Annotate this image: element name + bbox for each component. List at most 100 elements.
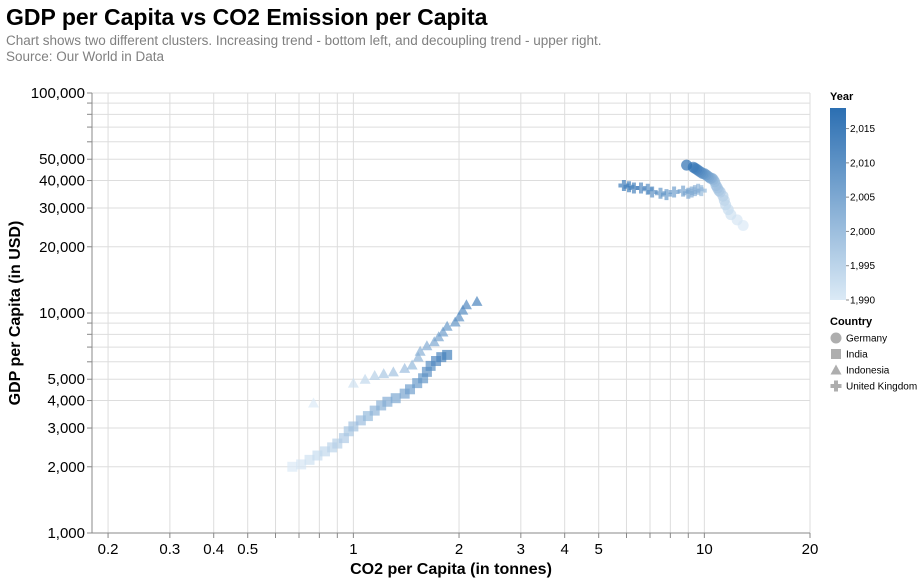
point-india <box>442 349 453 360</box>
point-india <box>338 433 349 444</box>
legend-year-label: 2,010 <box>850 158 875 169</box>
chart-subtitle-line-2: Source: Our World in Data <box>6 49 165 64</box>
legend-year-label: 2,015 <box>850 124 875 135</box>
point-indonesia <box>412 351 424 362</box>
point-india <box>348 421 359 432</box>
x-tick-label: 5 <box>595 541 603 558</box>
point-indonesia <box>387 366 399 377</box>
point-indonesia <box>347 377 359 388</box>
x-axis-title: CO2 per Capita (in tonnes) <box>350 561 552 578</box>
legend-label-india: India <box>846 350 868 361</box>
y-axis-title: GDP per Capita (in USD) <box>7 221 24 406</box>
point-indonesia <box>406 359 418 370</box>
chart-title: GDP per Capita vs CO2 Emission per Capit… <box>6 4 488 30</box>
point-indonesia <box>428 336 440 347</box>
legend-symbol-united-kingdom <box>830 380 842 392</box>
legend-symbol-india <box>831 349 841 359</box>
point-indonesia <box>308 397 320 408</box>
point-indonesia <box>399 362 411 373</box>
y-tick-label: 5,000 <box>47 371 85 388</box>
legend-symbol-germany <box>830 332 842 344</box>
point-united-kingdom <box>654 187 666 199</box>
point-indonesia <box>453 311 465 322</box>
point-indonesia <box>369 369 381 380</box>
point-india <box>296 459 307 470</box>
x-tick-label: 1 <box>349 541 357 558</box>
legend: Year 2,015 2,010 2,005 2,000 1,995 1,990 Coun… <box>830 91 917 393</box>
chart-subtitle-line-1: Chart shows two different clusters. Incr… <box>6 33 602 48</box>
y-tick-label: 2,000 <box>47 459 85 476</box>
year-color-gradient <box>830 108 846 300</box>
point-india <box>327 442 338 453</box>
x-tick-label: 10 <box>696 541 713 558</box>
x-tick-label: 0.2 <box>98 541 119 558</box>
y-tick-label: 30,000 <box>39 200 85 217</box>
x-tick-label: 2 <box>455 541 463 558</box>
point-india <box>405 384 416 395</box>
point-india <box>355 415 366 426</box>
point-india <box>390 393 401 404</box>
point-india <box>421 366 432 377</box>
legend-year-label: 1,995 <box>850 261 875 272</box>
point-india <box>287 461 298 472</box>
point-germany <box>681 159 693 171</box>
point-india <box>312 450 323 461</box>
legend-country-title: Country <box>830 316 873 328</box>
point-united-kingdom <box>660 189 672 201</box>
point-india <box>431 356 442 367</box>
legend-year-title: Year <box>830 91 854 103</box>
legend-symbol-indonesia <box>830 364 842 375</box>
x-tick-label: 4 <box>561 541 569 558</box>
point-united-kingdom <box>642 183 654 195</box>
point-india <box>412 378 423 389</box>
y-tick-label: 40,000 <box>39 173 85 190</box>
x-tick-label: 0.3 <box>159 541 180 558</box>
point-indonesia <box>421 340 433 351</box>
y-tick-label: 50,000 <box>39 151 85 168</box>
point-united-kingdom <box>682 187 694 199</box>
point-indonesia <box>460 299 472 310</box>
x-tick-label: 20 <box>802 541 819 558</box>
point-indonesia <box>457 304 469 315</box>
point-indonesia <box>449 316 461 327</box>
point-india <box>362 411 373 422</box>
point-indonesia <box>471 295 483 306</box>
x-tick-label: 0.5 <box>237 541 258 558</box>
point-united-kingdom <box>668 186 680 198</box>
point-united-kingdom <box>618 179 630 191</box>
grid-lines <box>92 92 811 534</box>
legend-year-label: 2,000 <box>850 227 875 238</box>
y-tick-label: 4,000 <box>47 393 85 410</box>
y-tick-label: 1,000 <box>47 525 85 542</box>
point-indonesia <box>359 373 371 384</box>
point-india <box>319 446 330 457</box>
y-tick-label: 100,000 <box>31 85 85 102</box>
point-indonesia <box>378 368 390 379</box>
axes: 0.2 0.3 0.4 0.5 1 2 3 4 5 10 20 1,000 2,000 3,000 4,00… <box>31 85 819 558</box>
x-tick-label: 3 <box>517 541 525 558</box>
point-united-kingdom <box>635 182 647 194</box>
legend-year-label: 1,990 <box>850 296 875 307</box>
point-india <box>399 388 410 399</box>
point-india <box>425 360 436 371</box>
point-indonesia <box>437 326 449 337</box>
legend-label-germany: Germany <box>846 334 887 345</box>
legend-label-indonesia: Indonesia <box>846 366 890 377</box>
data-marks <box>287 159 749 472</box>
x-tick-label: 0.4 <box>203 541 224 558</box>
y-tick-label: 10,000 <box>39 305 85 322</box>
point-india <box>418 373 429 384</box>
point-india <box>382 396 393 407</box>
point-india <box>436 352 447 363</box>
point-united-kingdom <box>677 185 689 197</box>
y-tick-label: 3,000 <box>47 420 85 437</box>
legend-label-united-kingdom: United Kingdom <box>846 382 917 393</box>
point-india <box>369 405 380 416</box>
point-india <box>304 454 315 465</box>
legend-year-label: 2,005 <box>850 193 875 204</box>
point-india <box>376 400 387 411</box>
point-india <box>332 438 343 449</box>
point-indonesia <box>441 320 453 331</box>
point-indonesia <box>414 345 426 356</box>
